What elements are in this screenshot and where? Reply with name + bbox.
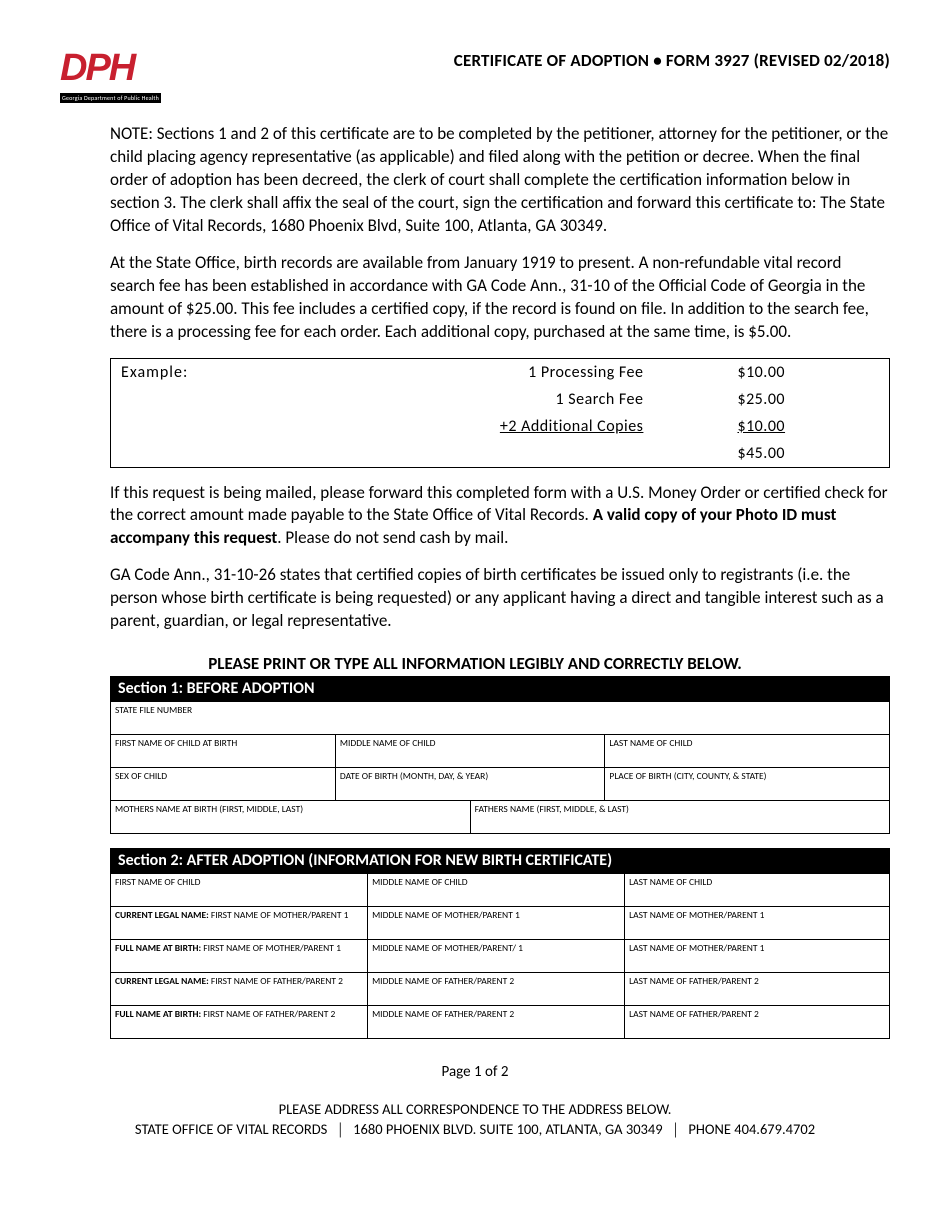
footer-addr: 1680 PHOENIX BLVD. SUITE 100, ATLANTA, G… <box>353 1120 662 1138</box>
section2-table: FIRST NAME OF CHILD MIDDLE NAME OF CHILD… <box>110 873 890 1039</box>
records-paragraph: At the State Office, birth records are a… <box>110 252 890 344</box>
field-m1-last[interactable]: LAST NAME OF MOTHER/PARENT 1 <box>625 907 890 940</box>
fee-desc <box>347 440 654 468</box>
title-area: CERTIFICATE OF ADOPTION • FORM 3927 (REV… <box>195 50 890 71</box>
field-middle[interactable]: MIDDLE NAME OF CHILD <box>335 735 605 768</box>
field-f2-middle[interactable]: MIDDLE NAME OF FATHER/PARENT 2 <box>368 973 625 1006</box>
code-paragraph: GA Code Ann., 31-10-26 states that certi… <box>110 564 890 633</box>
fee-desc: 1 Processing Fee <box>347 358 654 386</box>
field-father[interactable]: FATHERS NAME (FIRST, MIDDLE, & LAST) <box>470 801 889 834</box>
field-first[interactable]: FIRST NAME OF CHILD <box>111 874 368 907</box>
field-pob[interactable]: PLACE OF BIRTH (CITY, COUNTY, & STATE) <box>605 768 890 801</box>
field-m1-middle[interactable]: MIDDLE NAME OF MOTHER/PARENT 1 <box>368 907 625 940</box>
field-cln-f2-first[interactable]: CURRENT LEGAL NAME: FIRST NAME OF FATHER… <box>111 973 368 1006</box>
field-mother[interactable]: MOTHERS NAME AT BIRTH (FIRST, MIDDLE, LA… <box>111 801 471 834</box>
fnab-label: FULL NAME AT BIRTH: <box>115 1008 201 1020</box>
footer-office: STATE OFFICE OF VITAL RECORDS <box>135 1120 327 1138</box>
note-paragraph: NOTE: Sections 1 and 2 of this certifica… <box>110 123 890 238</box>
field-middle[interactable]: MIDDLE NAME OF CHILD <box>368 874 625 907</box>
field-fnab-f2-first[interactable]: FULL NAME AT BIRTH: FIRST NAME OF FATHER… <box>111 1006 368 1039</box>
example-label: Example: <box>111 358 347 467</box>
footer-line2: STATE OFFICE OF VITAL RECORDS │ 1680 PHO… <box>60 1119 890 1139</box>
fee-example-table: Example: 1 Processing Fee $10.00 1 Searc… <box>110 358 890 468</box>
fee-amt: $10.00 <box>653 358 795 386</box>
field-f2-last[interactable]: LAST NAME OF FATHER/PARENT 2 <box>625 1006 890 1039</box>
fee-total: $45.00 <box>653 440 795 468</box>
field-f2-last[interactable]: LAST NAME OF FATHER/PARENT 2 <box>625 973 890 1006</box>
cln-label: CURRENT LEGAL NAME: <box>115 909 209 921</box>
footer-line1: PLEASE ADDRESS ALL CORRESPONDENCE TO THE… <box>60 1099 890 1119</box>
fee-desc: 1 Search Fee <box>347 386 654 413</box>
field-first-birth[interactable]: FIRST NAME OF CHILD AT BIRTH <box>111 735 336 768</box>
section1-table: STATE FILE NUMBER FIRST NAME OF CHILD AT… <box>110 701 890 834</box>
section1-header: Section 1: BEFORE ADOPTION <box>110 676 890 701</box>
dph-logo: DPH Georgia Department of Public Health <box>60 50 175 105</box>
field-state-file[interactable]: STATE FILE NUMBER <box>111 702 890 735</box>
m1-first: FIRST NAME OF MOTHER/PARENT 1 <box>201 942 341 954</box>
field-fnab-m1-first[interactable]: FULL NAME AT BIRTH: FIRST NAME OF MOTHER… <box>111 940 368 973</box>
field-f2-middle[interactable]: MIDDLE NAME OF FATHER/PARENT 2 <box>368 1006 625 1039</box>
cln-label: CURRENT LEGAL NAME: <box>115 975 209 987</box>
mail-text-c: . Please do not send cash by mail. <box>277 527 508 548</box>
field-dob[interactable]: DATE OF BIRTH (MONTH, DAY, & YEAR) <box>335 768 605 801</box>
f2-first: FIRST NAME OF FATHER/PARENT 2 <box>209 975 343 987</box>
instruction-line: PLEASE PRINT OR TYPE ALL INFORMATION LEG… <box>60 653 890 674</box>
footer: PLEASE ADDRESS ALL CORRESPONDENCE TO THE… <box>60 1099 890 1140</box>
footer-phone: PHONE 404.679.4702 <box>688 1120 815 1138</box>
field-sex[interactable]: SEX OF CHILD <box>111 768 336 801</box>
fee-amt: $25.00 <box>653 386 795 413</box>
field-last[interactable]: LAST NAME OF CHILD <box>625 874 890 907</box>
form-title: CERTIFICATE OF ADOPTION • FORM 3927 (REV… <box>195 50 890 71</box>
field-m1-middle-b[interactable]: MIDDLE NAME OF MOTHER/PARENT/ 1 <box>368 940 625 973</box>
logo-subtext: Georgia Department of Public Health <box>60 93 161 103</box>
separator: │ <box>337 1120 344 1138</box>
section2-header: Section 2: AFTER ADOPTION (INFORMATION F… <box>110 848 890 873</box>
pad <box>795 358 889 467</box>
page-number: Page 1 of 2 <box>60 1063 890 1081</box>
field-cln-m1-first[interactable]: CURRENT LEGAL NAME: FIRST NAME OF MOTHER… <box>111 907 368 940</box>
field-m1-last[interactable]: LAST NAME OF MOTHER/PARENT 1 <box>625 940 890 973</box>
separator: │ <box>672 1120 679 1138</box>
f2-first: FIRST NAME OF FATHER/PARENT 2 <box>201 1008 335 1020</box>
field-last[interactable]: LAST NAME OF CHILD <box>605 735 890 768</box>
fnab-label: FULL NAME AT BIRTH: <box>115 942 201 954</box>
fee-amt: $10.00 <box>653 413 795 440</box>
logo-text: DPH <box>60 50 175 86</box>
mailing-paragraph: If this request is being mailed, please … <box>110 482 890 551</box>
fee-desc: +2 Additional Copies <box>347 413 654 440</box>
header: DPH Georgia Department of Public Health … <box>60 50 890 105</box>
m1-first: FIRST NAME OF MOTHER/PARENT 1 <box>209 909 349 921</box>
